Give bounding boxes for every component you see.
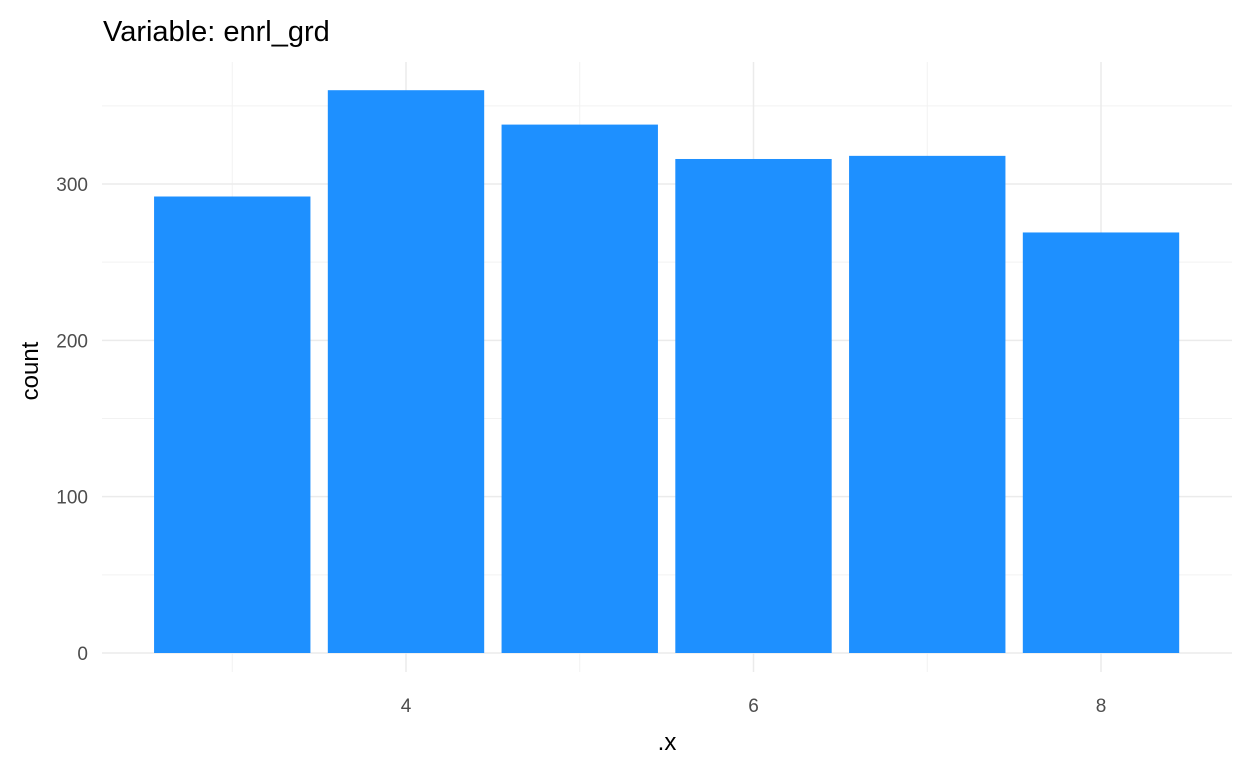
y-tick-label: 200 <box>56 331 88 352</box>
bar-8 <box>1022 232 1180 654</box>
chart-title: Variable: enrl_grd <box>103 16 330 48</box>
bars-group <box>154 90 1180 654</box>
x-axis-ticks: 4 6 8 <box>401 696 1107 717</box>
y-tick-label: 0 <box>77 644 88 665</box>
x-tick-label: 6 <box>748 696 759 717</box>
bar-3 <box>154 196 311 654</box>
bar-4 <box>327 90 485 653</box>
x-tick-label: 4 <box>401 696 412 717</box>
y-axis-title: count <box>17 341 44 400</box>
bar-7 <box>849 155 1006 654</box>
bar-6 <box>675 158 832 653</box>
y-tick-label: 100 <box>56 488 88 509</box>
x-axis-title: .x <box>658 729 677 756</box>
y-tick-label: 300 <box>56 175 88 196</box>
x-tick-label: 8 <box>1096 696 1107 717</box>
y-axis-ticks: 0 100 200 300 <box>56 175 88 665</box>
bar-5 <box>501 124 658 654</box>
